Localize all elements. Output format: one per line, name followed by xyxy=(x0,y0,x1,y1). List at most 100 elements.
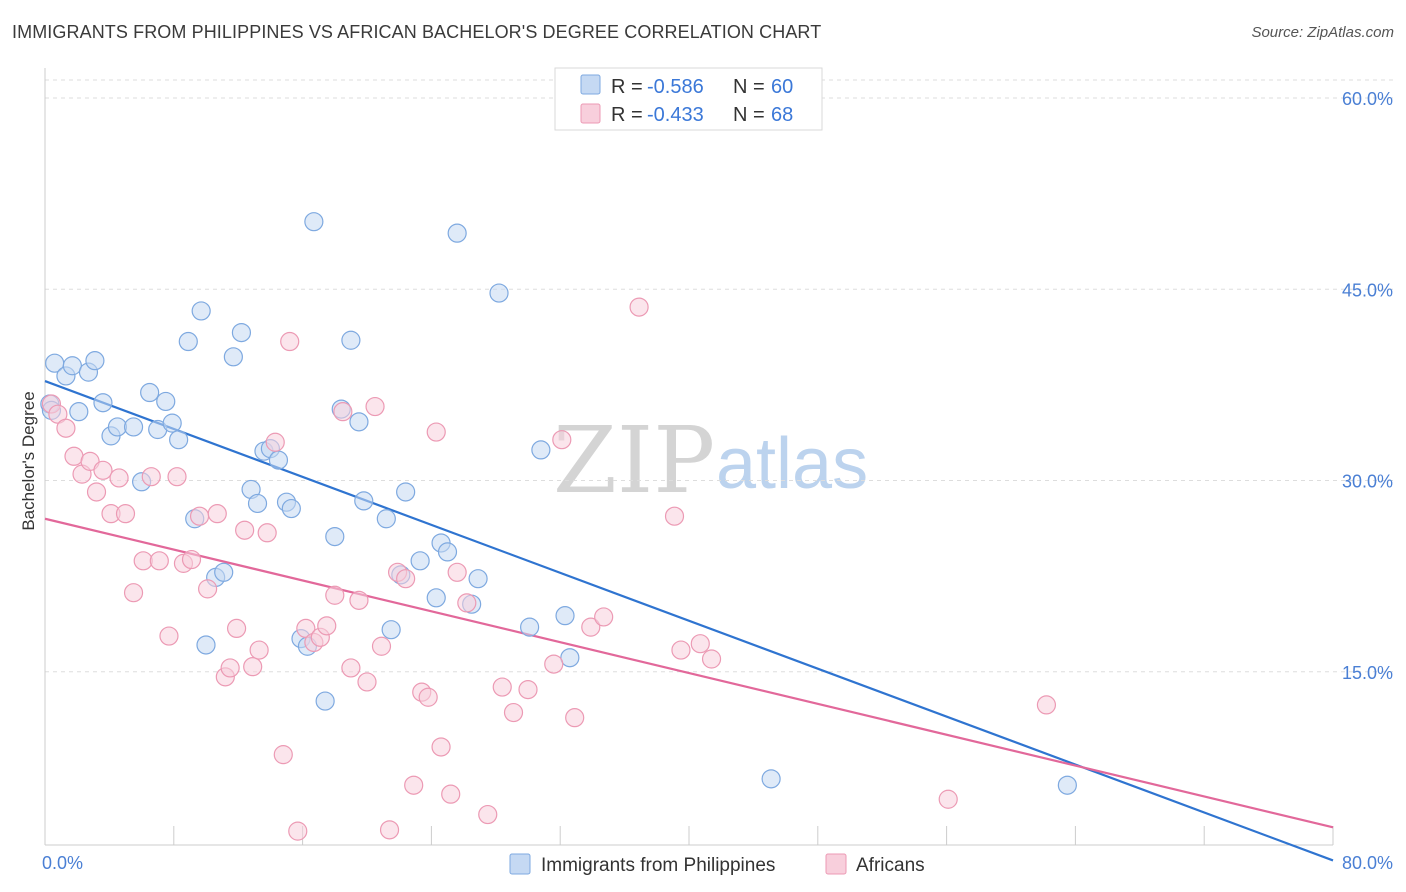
point-africans xyxy=(167,467,187,487)
point-philippines xyxy=(107,417,128,437)
point-philippines xyxy=(410,551,430,571)
point-africans xyxy=(288,821,308,841)
point-africans xyxy=(141,467,161,487)
point-africans xyxy=(565,708,585,728)
point-philippines xyxy=(447,223,467,243)
point-africans xyxy=(56,418,76,438)
point-africans xyxy=(198,579,218,599)
point-africans xyxy=(133,551,153,571)
point-africans xyxy=(341,658,361,678)
point-africans xyxy=(478,804,498,825)
point-africans xyxy=(457,593,477,613)
grid-lines xyxy=(45,79,1393,673)
point-africans xyxy=(249,640,269,660)
stats-r-value-pink: -0.433 xyxy=(647,104,704,126)
legend: Immigrants from Philippines Africans xyxy=(509,853,925,876)
point-africans xyxy=(581,617,601,637)
point-philippines xyxy=(354,491,374,511)
point-africans xyxy=(349,590,369,610)
source-credit: Source: ZipAtlas.com xyxy=(1251,24,1394,41)
point-africans xyxy=(86,482,107,502)
point-africans xyxy=(701,649,722,669)
stats-n-label-blue: N = xyxy=(733,76,765,98)
point-philippines xyxy=(281,498,301,519)
point-africans xyxy=(109,468,129,488)
point-africans xyxy=(333,402,353,422)
point-philippines xyxy=(178,331,198,352)
data-points xyxy=(40,212,1077,841)
point-africans xyxy=(257,523,277,543)
trend-line-africans xyxy=(44,517,1334,829)
point-philippines xyxy=(214,562,234,582)
point-philippines xyxy=(191,301,211,321)
point-africans xyxy=(431,737,451,757)
point-africans xyxy=(629,297,649,317)
point-philippines xyxy=(325,526,345,547)
stats-swatch-pink xyxy=(580,103,601,124)
point-africans xyxy=(1036,695,1057,715)
point-philippines xyxy=(560,648,580,668)
trend-lines xyxy=(44,380,1334,862)
point-philippines xyxy=(520,617,540,637)
x-tick-labels: 0.0% 80.0% xyxy=(42,853,1393,873)
watermark-atlas: atlas xyxy=(716,424,868,504)
point-africans xyxy=(365,396,385,417)
point-africans xyxy=(280,331,300,352)
point-philippines xyxy=(426,588,446,608)
point-philippines xyxy=(304,212,324,232)
point-africans xyxy=(671,640,691,660)
point-philippines xyxy=(156,391,176,412)
point-africans xyxy=(492,677,512,697)
x-tick-label: 0.0% xyxy=(42,853,83,873)
point-africans xyxy=(189,506,210,526)
point-philippines xyxy=(349,412,369,432)
point-africans xyxy=(115,504,136,524)
stats-box: R = -0.586 N = 60 R = -0.433 N = 68 xyxy=(554,67,823,131)
point-philippines xyxy=(169,430,189,450)
point-philippines xyxy=(196,635,216,655)
stats-r-label-blue: R = xyxy=(611,76,643,98)
point-africans xyxy=(64,446,84,466)
point-philippines xyxy=(93,393,113,413)
point-philippines xyxy=(489,283,509,303)
point-africans xyxy=(418,687,438,707)
point-africans xyxy=(149,551,169,571)
point-africans xyxy=(317,616,337,636)
point-africans xyxy=(518,679,538,700)
stats-r-label-pink: R = xyxy=(611,104,643,126)
y-axis-title: Bachelor's Degree xyxy=(19,391,38,530)
point-philippines xyxy=(268,450,289,470)
point-philippines xyxy=(85,351,105,371)
point-africans xyxy=(441,784,461,804)
point-philippines xyxy=(468,569,488,589)
y-tick-label: 60.0% xyxy=(1342,89,1393,109)
point-africans xyxy=(357,672,377,692)
point-philippines xyxy=(381,620,401,640)
legend-swatch-pink xyxy=(825,853,847,875)
point-philippines xyxy=(162,413,182,433)
point-africans xyxy=(220,658,240,678)
point-philippines xyxy=(231,323,252,343)
stats-swatch-blue xyxy=(580,74,601,95)
point-philippines xyxy=(437,542,458,562)
point-philippines xyxy=(223,347,243,367)
point-africans xyxy=(371,636,392,656)
point-africans xyxy=(690,634,710,654)
point-philippines xyxy=(315,691,335,711)
point-philippines xyxy=(123,417,144,437)
chart-title: IMMIGRANTS FROM PHILIPPINES VS AFRICAN B… xyxy=(12,22,822,42)
point-africans xyxy=(404,775,424,795)
axes xyxy=(44,68,1334,846)
point-philippines xyxy=(1057,775,1077,795)
point-africans xyxy=(325,585,345,605)
point-philippines xyxy=(140,382,160,403)
point-philippines xyxy=(555,606,575,626)
trend-line-philippines xyxy=(44,380,1334,862)
y-tick-label: 45.0% xyxy=(1342,280,1393,300)
legend-label-blue: Immigrants from Philippines xyxy=(541,855,775,876)
point-africans xyxy=(181,549,202,570)
point-africans xyxy=(594,607,614,627)
point-africans xyxy=(226,618,247,639)
point-philippines xyxy=(396,482,416,502)
